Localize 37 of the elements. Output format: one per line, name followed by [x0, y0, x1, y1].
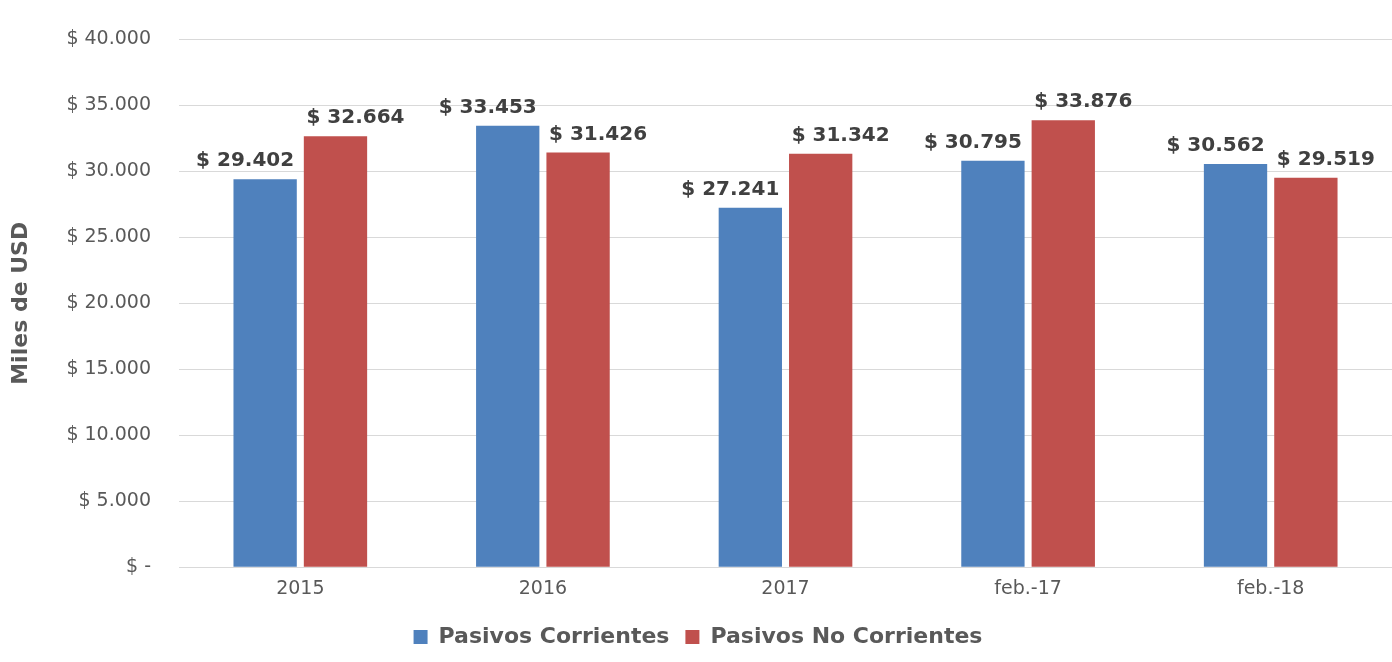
x-tick-label: feb.-18: [1236, 575, 1305, 598]
data-label: $ 31.342: [791, 121, 890, 146]
x-tick-label: 2016: [518, 575, 568, 598]
y-tick-label: $ 5.000: [78, 488, 152, 511]
y-tick-label: $ 40.000: [66, 26, 152, 49]
bar: [718, 207, 782, 567]
bar: [476, 125, 540, 567]
bar: [1203, 163, 1268, 567]
y-tick-label: $ 15.000: [66, 356, 152, 379]
y-tick-label: $ 30.000: [66, 158, 152, 181]
data-label: $ 33.453: [438, 93, 537, 118]
y-tick-label: $ 20.000: [66, 290, 152, 313]
y-tick-label: $ 25.000: [66, 224, 152, 247]
bar: [303, 136, 368, 567]
bar: [789, 153, 853, 567]
data-label: $ 27.241: [681, 175, 780, 200]
y-tick-label: $ -: [126, 554, 152, 577]
data-label: $ 32.664: [306, 104, 405, 129]
data-label: $ 33.876: [1034, 88, 1133, 113]
y-tick-label: $ 35.000: [66, 92, 152, 115]
bar: [546, 152, 610, 567]
data-label: $ 31.426: [549, 120, 648, 145]
bar: [233, 179, 297, 567]
y-tick-label: $ 10.000: [66, 422, 152, 445]
data-label: $ 29.519: [1276, 145, 1375, 170]
data-label: $ 30.795: [923, 129, 1022, 154]
data-label: $ 29.402: [196, 147, 295, 172]
x-tick-label: 2015: [276, 575, 325, 598]
y-axis-title: Miles de USD: [6, 221, 32, 385]
bar: [961, 160, 1025, 567]
data-label: $ 30.562: [1166, 132, 1265, 157]
bar: [1031, 120, 1095, 567]
legend-label: Pasivos Corrientes: [438, 622, 670, 648]
legend-label: Pasivos No Corrientes: [710, 622, 983, 648]
x-tick-label: 2017: [761, 575, 810, 598]
bar: [1274, 177, 1338, 567]
x-tick-label: feb.-17: [994, 575, 1062, 598]
